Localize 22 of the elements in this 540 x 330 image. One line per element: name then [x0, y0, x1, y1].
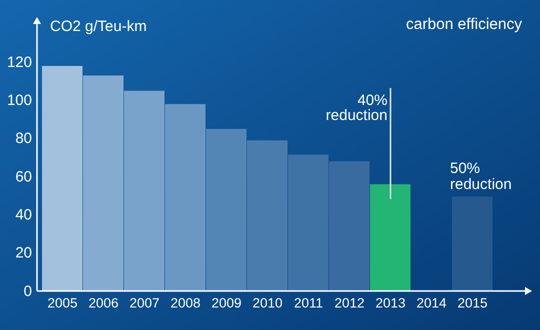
y-tick-label: 100 — [6, 92, 32, 110]
y-tick-label: 40 — [15, 206, 32, 224]
y-tick-label: 120 — [6, 54, 32, 71]
annotation: 50% reduction — [450, 160, 512, 193]
annotation: 40% reduction — [326, 92, 388, 124]
x-tick-label: 2007 — [129, 296, 160, 311]
x-tick-label: 2010 — [252, 296, 283, 311]
y-tick-label: 80 — [15, 130, 32, 148]
x-tick-label: 2005 — [47, 296, 78, 311]
y-tick-label: 0 — [24, 282, 32, 300]
y-tick-label: 60 — [15, 168, 32, 186]
x-tick-label: 2011 — [294, 296, 324, 311]
x-tick-label: 2008 — [170, 296, 201, 311]
y-axis-title: CO2 g/Teu-km — [50, 18, 147, 35]
x-tick-label: 2009 — [211, 296, 242, 311]
x-tick-label: 2015 — [457, 296, 488, 311]
x-tick-label: 2013 — [375, 296, 406, 311]
x-tick-label: 2006 — [88, 296, 119, 311]
x-tick-label: 2014 — [416, 296, 447, 311]
y-tick-label: 20 — [15, 244, 32, 262]
chart-title: carbon efficiency — [406, 16, 522, 33]
x-tick-label: 2012 — [334, 296, 365, 311]
